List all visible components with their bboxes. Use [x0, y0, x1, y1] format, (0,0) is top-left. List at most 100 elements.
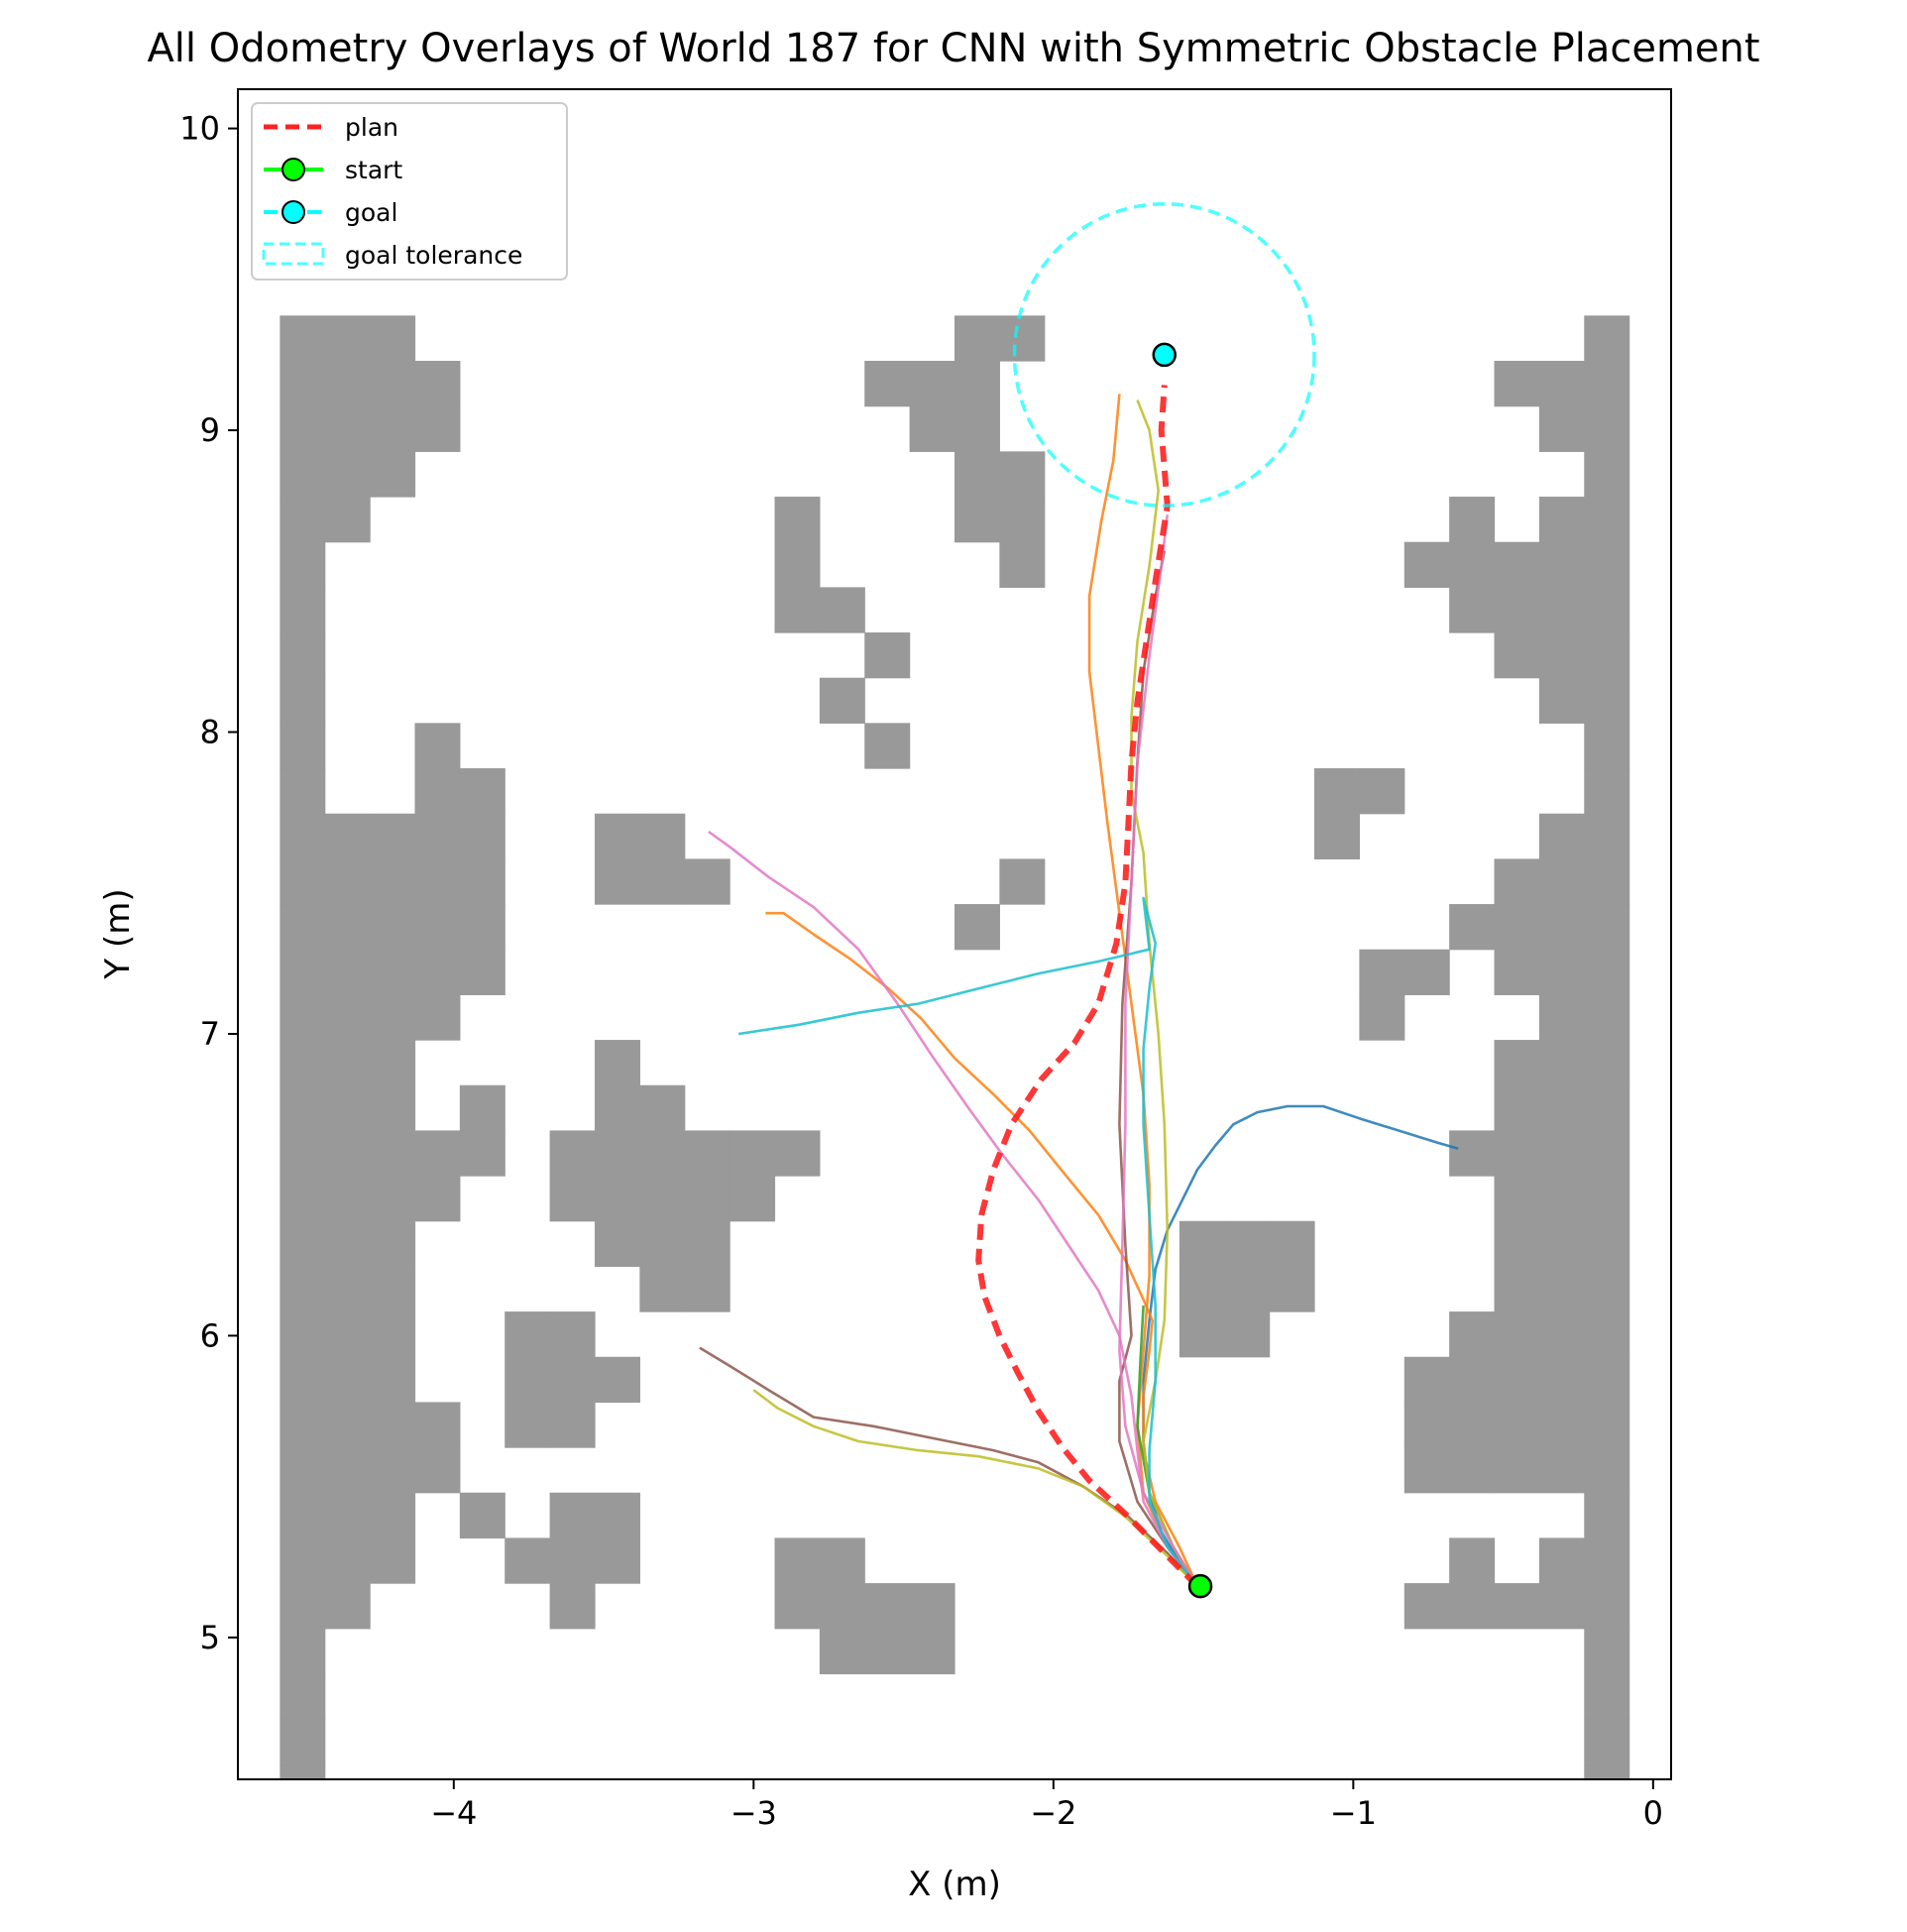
obstacle-cell	[414, 1176, 461, 1222]
obstacle-cell	[1538, 1311, 1585, 1358]
obstacle-cell	[280, 723, 326, 769]
obstacle-cell	[1584, 541, 1630, 588]
obstacle-cell	[280, 315, 326, 362]
obstacle-cell	[549, 1537, 596, 1584]
obstacle-cell	[1538, 361, 1585, 407]
obstacle-cell	[1494, 949, 1540, 995]
obstacle-cell	[1224, 1266, 1271, 1312]
axis-ticks: −4 −3 −2 −1 0 5 6 7 8 9 10	[179, 110, 1663, 1832]
obstacle-cell	[864, 1583, 911, 1630]
obstacle-cell	[370, 858, 416, 905]
obstacle-cell	[1584, 1130, 1630, 1177]
obstacle-cell	[324, 1356, 371, 1404]
obstacle-cell	[324, 858, 371, 905]
obstacle-cell	[280, 361, 326, 407]
obstacle-cell	[864, 632, 911, 679]
obstacle-cell	[459, 1492, 505, 1539]
obstacle-cell	[370, 949, 416, 995]
obstacle-cell	[280, 1763, 326, 1779]
obstacle-cell	[684, 1130, 730, 1177]
obstacle-cell	[864, 723, 911, 769]
obstacle-cell	[414, 813, 461, 859]
obstacle-cell	[370, 1537, 416, 1584]
obstacle-cell	[594, 1537, 640, 1584]
obstacle-cell	[324, 1537, 371, 1584]
obstacle-cell	[324, 949, 371, 995]
obstacle-cell	[1584, 1176, 1630, 1222]
x-tick-label: −1	[1330, 1794, 1377, 1832]
obstacle-cell	[280, 1266, 326, 1312]
obstacle-cell	[1449, 497, 1496, 543]
obstacle-cell	[999, 315, 1046, 362]
obstacle-cell	[459, 904, 505, 951]
obstacle-cell	[999, 541, 1046, 588]
obstacle-cell	[370, 451, 416, 498]
obstacle-cell	[999, 497, 1046, 543]
obstacle-cell	[1584, 858, 1630, 905]
obstacle-cell	[1538, 1176, 1585, 1222]
obstacle-cell	[1538, 1537, 1585, 1584]
obstacle-cell	[280, 677, 326, 724]
plan-path	[975, 385, 1200, 1589]
y-tick-label: 6	[200, 1316, 220, 1354]
obstacle-cell	[954, 361, 1000, 407]
plot-content	[280, 201, 1630, 1779]
obstacle-cell	[370, 1220, 416, 1268]
obstacle-cell	[1269, 1266, 1315, 1312]
obstacle-cell	[324, 904, 371, 951]
obstacle-cell	[909, 405, 955, 452]
obstacle-cell	[1584, 1447, 1630, 1494]
obstacle-cell	[729, 1130, 776, 1177]
obstacle-cell	[505, 1356, 551, 1404]
obstacle-cell	[280, 1583, 326, 1630]
obstacle-cell	[1584, 813, 1630, 859]
obstacle-cell	[1538, 994, 1585, 1041]
obstacle-cell	[1538, 405, 1585, 452]
obstacle-cell	[1449, 587, 1496, 633]
obstacle-cell	[1403, 541, 1450, 588]
obstacle-cell	[370, 1130, 416, 1177]
obstacle-cell	[684, 1220, 730, 1268]
obstacle-cell	[370, 1402, 416, 1448]
obstacle-cell	[1584, 405, 1630, 452]
obstacle-cell	[1538, 497, 1585, 543]
obstacle-cell	[280, 451, 326, 498]
obstacle-cell	[684, 858, 730, 905]
obstacle-cell	[1584, 1537, 1630, 1584]
obstacle-cell	[459, 813, 505, 859]
obstacle-cell	[1494, 1447, 1540, 1494]
obstacle-cell	[1403, 1447, 1450, 1494]
y-tick-label: 9	[200, 411, 220, 449]
obstacle-cell	[819, 677, 865, 724]
obstacle-cell	[324, 1447, 371, 1494]
obstacle-cell	[864, 361, 911, 407]
odometry-trace	[1118, 514, 1199, 1587]
obstacle-cell	[594, 1356, 640, 1404]
obstacle-cell	[459, 1130, 505, 1177]
obstacle-cell	[280, 949, 326, 995]
obstacle-cell	[1403, 949, 1450, 995]
obstacle-cell	[1584, 1583, 1630, 1630]
odometry-trace	[1118, 550, 1199, 1587]
legend-goal-tolerance-label: goal tolerance	[345, 241, 522, 270]
obstacle-cell	[414, 1130, 461, 1177]
obstacle-cell	[280, 904, 326, 951]
obstacle-cell	[1494, 361, 1540, 407]
obstacle-cell	[1494, 1356, 1540, 1404]
obstacle-cell	[370, 813, 416, 859]
obstacle-cell	[1584, 1084, 1630, 1132]
obstacle-cell	[324, 1084, 371, 1132]
obstacle-cell	[505, 1537, 551, 1584]
x-tick-label: −4	[430, 1794, 477, 1832]
y-tick-label: 7	[200, 1015, 220, 1053]
obstacle-cell	[684, 1266, 730, 1312]
obstacle-cell	[324, 1583, 371, 1630]
obstacle-cell	[324, 813, 371, 859]
obstacle-cell	[1584, 904, 1630, 951]
obstacle-cell	[280, 1402, 326, 1448]
obstacle-cell	[1178, 1266, 1225, 1312]
obstacle-cell	[1538, 632, 1585, 679]
obstacle-cell	[370, 361, 416, 407]
obstacle-cell	[594, 1176, 640, 1222]
obstacle-cell	[639, 1176, 686, 1222]
